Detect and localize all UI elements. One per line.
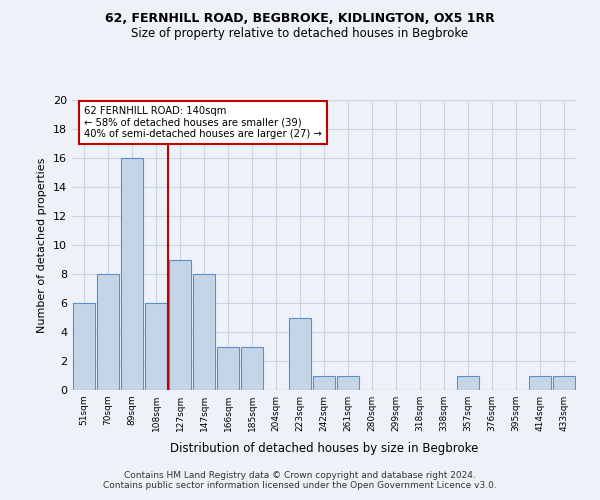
Bar: [145, 303, 167, 390]
Bar: [217, 346, 239, 390]
Text: 62 FERNHILL ROAD: 140sqm
← 58% of detached houses are smaller (39)
40% of semi-d: 62 FERNHILL ROAD: 140sqm ← 58% of detach…: [84, 106, 322, 139]
Text: Size of property relative to detached houses in Begbroke: Size of property relative to detached ho…: [131, 28, 469, 40]
X-axis label: Distribution of detached houses by size in Begbroke: Distribution of detached houses by size …: [170, 442, 478, 456]
Bar: [193, 274, 215, 390]
Y-axis label: Number of detached properties: Number of detached properties: [37, 158, 47, 332]
Bar: [73, 303, 95, 390]
Bar: [241, 346, 263, 390]
Bar: [553, 376, 575, 390]
Bar: [457, 376, 479, 390]
Bar: [289, 318, 311, 390]
Bar: [97, 274, 119, 390]
Bar: [169, 260, 191, 390]
Bar: [121, 158, 143, 390]
Text: 62, FERNHILL ROAD, BEGBROKE, KIDLINGTON, OX5 1RR: 62, FERNHILL ROAD, BEGBROKE, KIDLINGTON,…: [105, 12, 495, 26]
Text: Contains HM Land Registry data © Crown copyright and database right 2024.
Contai: Contains HM Land Registry data © Crown c…: [103, 470, 497, 490]
Bar: [313, 376, 335, 390]
Bar: [337, 376, 359, 390]
Bar: [529, 376, 551, 390]
